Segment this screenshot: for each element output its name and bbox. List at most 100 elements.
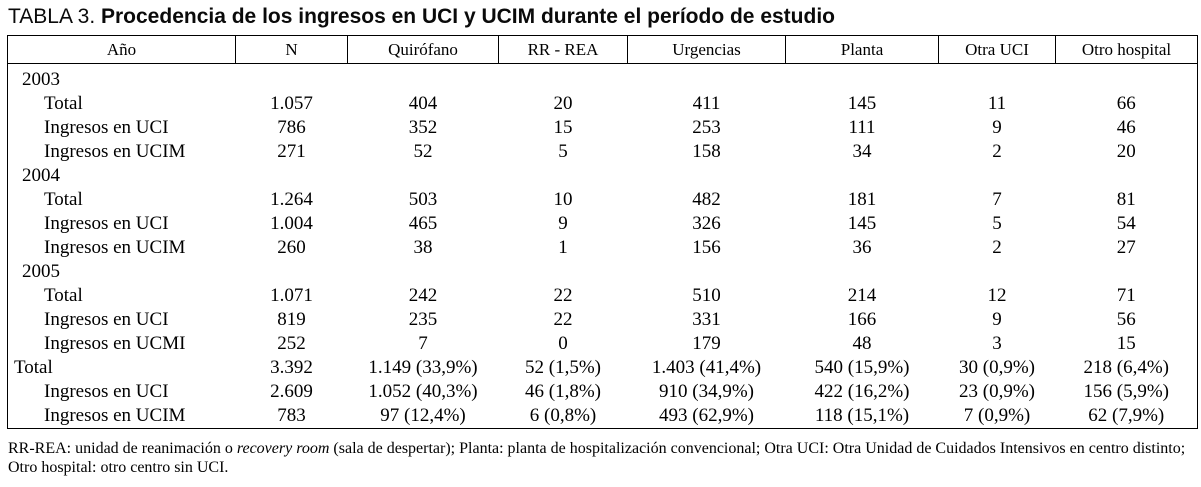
table-cell — [786, 64, 939, 93]
table-cell: 156 (5,9%) — [1083, 381, 1169, 402]
table-row: Ingresos en UCIM 783 97 (12,4%) 6 (0,8%) 493… — [8, 404, 1198, 429]
table-cell: 181 — [847, 189, 877, 210]
table-row: Ingresos en UCIM 271 52 5 158 34 2 20 — [8, 140, 1198, 164]
table-cell: 111 — [848, 117, 876, 138]
table-cell — [786, 164, 939, 188]
table-cell: 15 — [553, 117, 573, 138]
table-cell: 158 — [692, 141, 721, 162]
table-cell: 7 — [992, 189, 1002, 210]
table-cell: 22 — [553, 285, 573, 306]
table-row: Ingresos en UCI 1.004 465 9 326 145 5 54 — [8, 212, 1198, 236]
column-header-planta: Planta — [785, 35, 939, 64]
table-cell — [499, 260, 628, 284]
table-cell: 10 — [553, 189, 573, 210]
row-label: Ingresos en UCIM — [44, 141, 186, 162]
table-cell — [628, 64, 786, 93]
table-cell: 22 — [553, 309, 573, 330]
footnote-text: RR-REA: unidad de reanimación o — [8, 440, 237, 457]
table-cell: 2 — [992, 141, 1002, 162]
table-cell: 5 — [992, 213, 1002, 234]
footnote-text-cont: (sala de despertar); Planta: planta de h… — [8, 440, 1186, 476]
table-cell: 1.052 (40,3%) — [368, 381, 478, 402]
table-cell: 3 — [992, 333, 1002, 354]
column-header-n: N — [235, 35, 348, 64]
table-cell: 9 — [992, 117, 1002, 138]
table-cell: 23 (0,9%) — [959, 381, 1035, 402]
table-title-text: Procedencia de los ingresos en UCI y UCI… — [101, 5, 835, 28]
row-label: Total — [44, 285, 83, 306]
table-row: Total 3.392 1.149 (33,9%) 52 (1,5%) 1.403 (4… — [8, 356, 1198, 380]
row-label: Total — [44, 93, 83, 114]
table-cell — [499, 64, 628, 93]
table-cell: 166 — [847, 309, 877, 330]
table-row: Ingresos en UCMI 252 7 0 179 48 3 15 — [8, 332, 1198, 356]
table-cell: 214 — [847, 285, 877, 306]
table-row: Ingresos en UCI 786 352 15 253 111 9 46 — [8, 116, 1198, 140]
row-label: Ingresos en UCI — [44, 309, 169, 330]
table-cell — [236, 164, 348, 188]
table-cell: 66 — [1116, 93, 1136, 114]
row-label: Ingresos en UCIM — [44, 405, 186, 426]
table-cell — [348, 260, 499, 284]
table-cell: 30 (0,9%) — [959, 357, 1035, 378]
table-cell — [348, 164, 499, 188]
table-cell — [939, 260, 1056, 284]
table-cell: 38 — [413, 237, 433, 258]
table-cell: 411 — [692, 93, 721, 114]
table-cell: 465 — [408, 213, 438, 234]
table-cell: 27 — [1116, 237, 1136, 258]
row-label: 2003 — [22, 69, 60, 90]
row-label: Ingresos en UCIM — [44, 237, 186, 258]
table-cell — [236, 64, 348, 93]
table-title-prefix: TABLA 3. — [8, 5, 101, 28]
table-cell: 48 — [852, 333, 872, 354]
table-cell: 145 — [847, 93, 877, 114]
table-cell: 97 (12,4%) — [380, 405, 466, 426]
footnote: RR-REA: unidad de reanimación o recovery… — [8, 439, 1196, 477]
table-cell: 145 — [847, 213, 877, 234]
table-cell: 260 — [277, 237, 306, 258]
table-cell: 156 — [692, 237, 721, 258]
table-cell — [1056, 64, 1198, 93]
table-cell — [628, 164, 786, 188]
table-cell — [1056, 164, 1198, 188]
table-cell: 52 (1,5%) — [525, 357, 601, 378]
table-cell: 1.004 — [270, 213, 313, 234]
table-cell: 15 — [1116, 333, 1136, 354]
table-cell: 11 — [987, 93, 1007, 114]
table-cell: 179 — [692, 333, 721, 354]
table-cell: 242 — [408, 285, 438, 306]
table-cell: 783 — [277, 405, 306, 426]
table-cell: 118 (15,1%) — [814, 405, 910, 426]
table-cell — [236, 260, 348, 284]
table-cell: 46 — [1116, 117, 1136, 138]
table-row: 2004 — [8, 164, 1198, 188]
table-row: 2005 — [8, 260, 1198, 284]
table-row: Ingresos en UCI 819 235 22 331 166 9 56 — [8, 308, 1198, 332]
column-header-otro-hospital: Otro hospital — [1055, 35, 1198, 64]
table-cell: 62 (7,9%) — [1088, 405, 1165, 426]
row-label: Ingresos en UCI — [44, 117, 169, 138]
table-cell: 819 — [277, 309, 306, 330]
table-cell: 54 — [1116, 213, 1136, 234]
table-cell: 352 — [408, 117, 438, 138]
table-cell: 3.392 — [270, 357, 313, 378]
table-row: Total 1.071 242 22 510 214 12 71 — [8, 284, 1198, 308]
column-header-quirofano: Quirófano — [347, 35, 499, 64]
table-row: Total 1.057 404 20 411 145 11 66 — [8, 92, 1198, 116]
row-label: Total — [14, 357, 53, 378]
table-cell: 510 — [692, 285, 721, 306]
table-row: Ingresos en UCI 2.609 1.052 (40,3%) 46 (1,8… — [8, 380, 1198, 404]
table-cell: 422 (16,2%) — [814, 381, 910, 402]
table-cell: 20 — [553, 93, 573, 114]
row-label: Ingresos en UCI — [44, 381, 169, 402]
table-cell: 5 — [558, 141, 568, 162]
table-cell: 331 — [692, 309, 721, 330]
table-row: Total 1.264 503 10 482 181 7 81 — [8, 188, 1198, 212]
column-header-urgencias: Urgencias — [627, 35, 786, 64]
table-row: Ingresos en UCIM 260 38 1 156 36 2 27 — [8, 236, 1198, 260]
table-cell: 218 (6,4%) — [1083, 357, 1169, 378]
table-cell: 786 — [277, 117, 306, 138]
table-cell: 56 — [1116, 309, 1136, 330]
